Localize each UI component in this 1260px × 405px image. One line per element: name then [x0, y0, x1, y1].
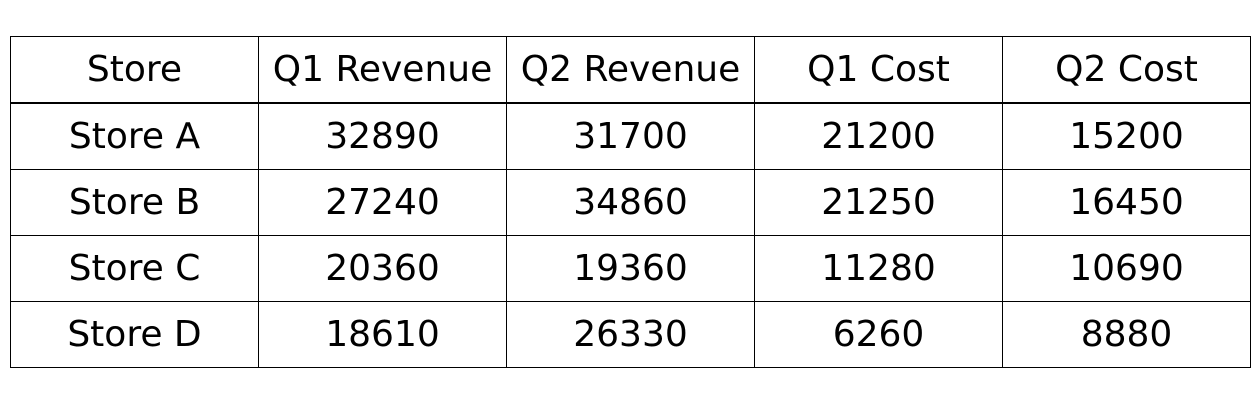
- table-cell-q2-revenue: 19360: [506, 235, 755, 302]
- table-cell-q1-revenue: 27240: [258, 169, 507, 236]
- table-cell-q1-cost: 6260: [754, 301, 1003, 368]
- table-cell-q2-revenue: 31700: [506, 102, 755, 170]
- table-cell-q2-revenue: 26330: [506, 301, 755, 368]
- column-header-q1-revenue: Q1 Revenue: [258, 36, 507, 104]
- column-header-q2-cost: Q2 Cost: [1002, 36, 1251, 104]
- table-cell-q2-cost: 8880: [1002, 301, 1251, 368]
- column-header-store: Store: [10, 36, 259, 104]
- data-table: Store Q1 Revenue Q2 Revenue Q1 Cost Q2 C…: [10, 36, 1251, 368]
- table-cell-store: Store C: [10, 235, 259, 302]
- table-row: Store A 32890 31700 21200 15200: [10, 102, 1251, 170]
- table-cell-store: Store B: [10, 169, 259, 236]
- table-header: Store Q1 Revenue Q2 Revenue Q1 Cost Q2 C…: [10, 36, 1251, 104]
- table-cell-q1-cost: 11280: [754, 235, 1003, 302]
- column-header-q2-revenue: Q2 Revenue: [506, 36, 755, 104]
- table-cell-q1-revenue: 32890: [258, 102, 507, 170]
- table-cell-q1-cost: 21250: [754, 169, 1003, 236]
- table-row: Store B 27240 34860 21250 16450: [10, 169, 1251, 236]
- table-row: Store C 20360 19360 11280 10690: [10, 235, 1251, 302]
- table-cell-q1-revenue: 18610: [258, 301, 507, 368]
- table-cell-store: Store A: [10, 102, 259, 170]
- header-row: Store Q1 Revenue Q2 Revenue Q1 Cost Q2 C…: [10, 36, 1251, 104]
- table-cell-q1-revenue: 20360: [258, 235, 507, 302]
- table-cell-store: Store D: [10, 301, 259, 368]
- table-cell-q2-cost: 15200: [1002, 102, 1251, 170]
- table-cell-q2-revenue: 34860: [506, 169, 755, 236]
- table-cell-q2-cost: 10690: [1002, 235, 1251, 302]
- table-cell-q2-cost: 16450: [1002, 169, 1251, 236]
- table-row: Store D 18610 26330 6260 8880: [10, 301, 1251, 368]
- table-body: Store A 32890 31700 21200 15200 Store B …: [10, 102, 1251, 368]
- table-container: Store Q1 Revenue Q2 Revenue Q1 Cost Q2 C…: [10, 36, 1251, 368]
- table-cell-q1-cost: 21200: [754, 102, 1003, 170]
- column-header-q1-cost: Q1 Cost: [754, 36, 1003, 104]
